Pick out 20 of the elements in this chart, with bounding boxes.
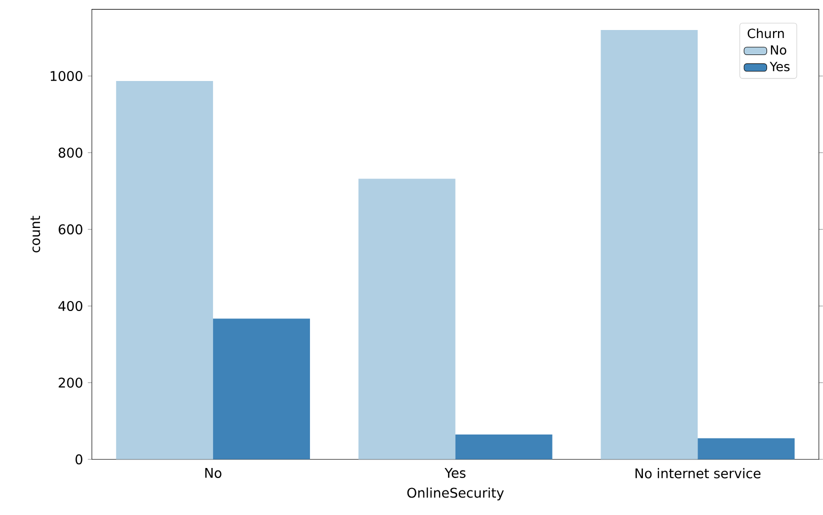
legend-title: Churn [748, 28, 784, 38]
x-tick-label: Yes [444, 468, 466, 478]
bar [358, 178, 456, 460]
bar [600, 30, 698, 460]
legend-label: Yes [770, 62, 790, 72]
y-tick-label: 200 [58, 378, 82, 388]
y-tick-label: 1000 [50, 70, 82, 81]
x-axis-title: OnlineSecurity [407, 487, 504, 500]
x-tick-label: No [205, 468, 222, 478]
bar [698, 438, 795, 460]
bar [455, 434, 552, 460]
legend-label: No [770, 45, 786, 55]
x-tick-label: No internet service [636, 468, 760, 478]
y-tick-label: 400 [58, 300, 82, 311]
bar [213, 318, 310, 460]
bar [116, 80, 214, 460]
y-tick-label: 600 [58, 224, 82, 234]
y-tick-label: 0 [76, 454, 82, 464]
y-tick-label: 800 [58, 147, 82, 158]
y-axis-title: count [30, 216, 40, 252]
